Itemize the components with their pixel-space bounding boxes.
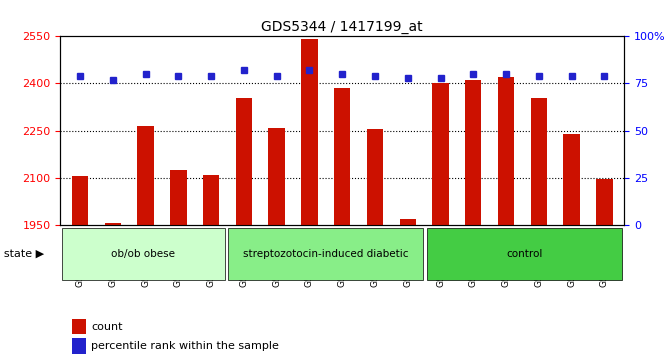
Text: percentile rank within the sample: percentile rank within the sample xyxy=(91,341,279,351)
Bar xyxy=(465,80,482,225)
Bar xyxy=(498,77,514,225)
Text: control: control xyxy=(507,249,543,259)
Bar xyxy=(203,175,219,225)
Bar xyxy=(138,126,154,225)
FancyBboxPatch shape xyxy=(427,228,623,280)
Bar xyxy=(531,98,547,225)
Bar xyxy=(170,170,187,225)
Bar xyxy=(72,338,86,354)
Bar xyxy=(301,40,317,225)
Bar xyxy=(268,127,285,225)
Text: ob/ob obese: ob/ob obese xyxy=(111,249,175,259)
Title: GDS5344 / 1417199_at: GDS5344 / 1417199_at xyxy=(262,20,423,34)
Bar xyxy=(367,129,383,225)
FancyBboxPatch shape xyxy=(62,228,225,280)
Bar xyxy=(432,83,449,225)
Text: streptozotocin-induced diabetic: streptozotocin-induced diabetic xyxy=(243,249,409,259)
Bar xyxy=(72,176,89,225)
Text: count: count xyxy=(91,322,123,331)
Text: disease state ▶: disease state ▶ xyxy=(0,249,44,259)
Bar xyxy=(72,319,86,334)
Bar xyxy=(399,219,416,225)
Bar xyxy=(596,179,613,225)
Bar xyxy=(236,98,252,225)
Bar xyxy=(105,223,121,225)
Bar xyxy=(564,134,580,225)
FancyBboxPatch shape xyxy=(228,228,423,280)
Bar xyxy=(334,88,350,225)
